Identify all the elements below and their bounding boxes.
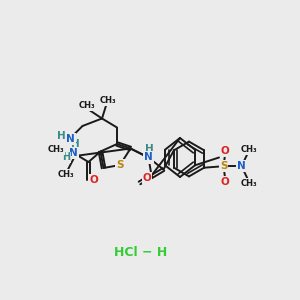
Text: N: N	[144, 152, 153, 163]
Text: CH₃: CH₃	[47, 146, 64, 154]
Text: H: H	[145, 144, 154, 154]
Text: O: O	[221, 146, 230, 156]
Text: H: H	[57, 131, 66, 141]
Text: CH₃: CH₃	[100, 96, 116, 105]
Text: CH₃: CH₃	[79, 101, 95, 110]
Text: N: N	[66, 134, 75, 144]
Text: HCl − H: HCl − H	[114, 245, 168, 259]
Text: N: N	[237, 161, 246, 171]
Text: O: O	[142, 172, 152, 183]
Text: O: O	[89, 175, 98, 185]
Text: S: S	[116, 160, 124, 170]
Text: H: H	[62, 152, 70, 163]
Text: CH₃: CH₃	[241, 178, 257, 188]
Text: CH₃: CH₃	[241, 145, 257, 154]
Text: O: O	[221, 177, 230, 187]
Text: N: N	[69, 148, 78, 158]
Text: S: S	[220, 161, 227, 171]
Text: CH₃: CH₃	[58, 170, 74, 179]
Text: H: H	[70, 139, 80, 149]
